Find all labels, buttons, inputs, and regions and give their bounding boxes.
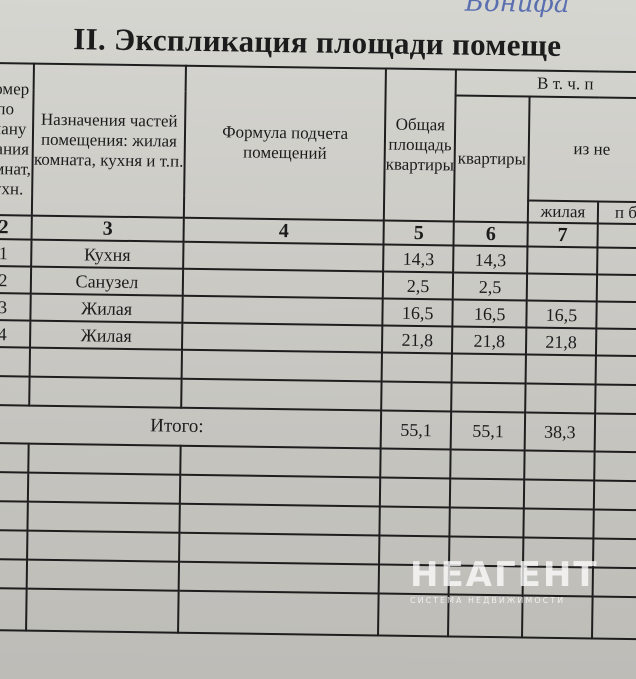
watermark-tagline: СИСТЕМА НЕДВИЖИМОСТИ <box>410 596 566 605</box>
page-title: II. Экспликация площади помеще <box>73 21 562 63</box>
explication-table: Номер по плану здания комнат, кухн. Назн… <box>0 62 636 640</box>
formula-cell <box>182 268 384 299</box>
living-area-sum: 38,3 <box>524 412 596 452</box>
watermark-logo: НЕАГЕНТ СИСТЕМА НЕДВИЖИМОСТИ <box>410 556 599 606</box>
apartment-area: 16,5 <box>452 299 527 328</box>
formula-cell <box>182 322 383 353</box>
room-name: Санузел <box>30 266 184 296</box>
total-area-sum: 55,1 <box>380 410 452 450</box>
apartment-area: 21,8 <box>452 326 527 355</box>
other-cell <box>596 274 636 303</box>
total-area: 16,5 <box>382 298 454 327</box>
other-cell <box>596 301 636 330</box>
room-name: Жилая <box>29 320 183 350</box>
room-name: Кухня <box>31 239 184 269</box>
header-purpose: Назначения частей помещения: жилая комна… <box>31 63 187 218</box>
living-area: 21,8 <box>526 327 597 356</box>
room-number: 1 <box>0 238 32 267</box>
col-number: 3 <box>31 215 185 242</box>
apartment-area-sum: 55,1 <box>450 411 526 451</box>
room-number: 4 <box>0 319 31 348</box>
header-formula: Формула подчета помещений <box>184 65 386 221</box>
total-area: 21,8 <box>382 325 453 354</box>
col-number: 6 <box>453 221 528 247</box>
room-number: 2 <box>0 265 32 294</box>
header-total-area: Общая площадь квартиры <box>383 68 457 222</box>
room-name: Жилая <box>30 293 183 323</box>
col-number: 2 <box>0 214 32 240</box>
apartment-area: 14,3 <box>453 245 528 274</box>
header-living: жилая <box>527 200 599 224</box>
header-room-number: Номер по плану здания комнат, кухн. <box>0 62 34 216</box>
col-number: 7 <box>527 222 598 248</box>
apartment-area: 2,5 <box>453 272 528 301</box>
header-group: В т. ч. п <box>455 69 636 99</box>
total-area: 14,3 <box>383 244 454 273</box>
col-number <box>597 223 636 249</box>
watermark-brand: НЕАГЕНТ <box>410 555 599 595</box>
col-number: 4 <box>183 217 384 245</box>
total-label: Итого: <box>0 404 382 449</box>
other-cell <box>597 247 636 276</box>
other-cell <box>595 328 636 357</box>
formula-cell <box>182 295 383 326</box>
header-apartment: квартиры <box>454 95 530 223</box>
handwritten-note: Бонифа <box>464 0 570 20</box>
formula-cell <box>183 241 384 272</box>
living-area <box>526 273 598 302</box>
living-area <box>527 246 598 275</box>
other-cell <box>594 413 636 453</box>
header-other: п б <box>597 201 636 225</box>
header-subgroup: из не <box>528 96 636 203</box>
total-area: 2,5 <box>382 271 454 300</box>
col-number: 5 <box>383 220 455 246</box>
room-number: 3 <box>0 292 31 321</box>
living-area: 16,5 <box>526 300 597 329</box>
